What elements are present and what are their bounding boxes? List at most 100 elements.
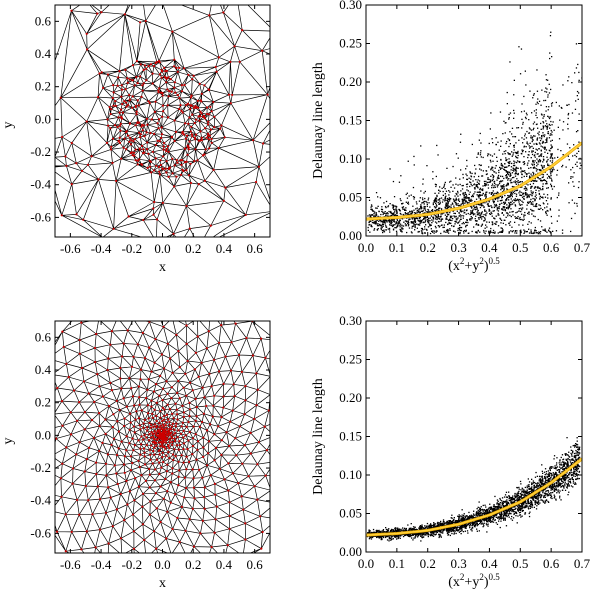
scatter-point — [548, 175, 550, 177]
x-tick: 0.2 — [185, 5, 201, 256]
data-point — [176, 436, 179, 439]
scatter-point — [560, 456, 562, 459]
scatter-point — [500, 222, 502, 224]
scatter-point — [480, 164, 482, 167]
scatter-point — [533, 172, 535, 174]
scatter-point — [502, 187, 504, 190]
scatter-point — [541, 146, 544, 148]
scatter-point — [504, 194, 506, 197]
scatter-point — [520, 194, 523, 197]
data-point — [155, 401, 158, 404]
scatter-point — [525, 231, 528, 233]
scatter-point — [541, 136, 543, 138]
scatter-point — [422, 199, 424, 201]
scatter-point — [399, 198, 401, 200]
scatter-point — [377, 205, 379, 207]
data-point — [214, 493, 217, 496]
scatter-point — [460, 203, 462, 205]
scatter-point — [442, 194, 444, 196]
scatter-point — [393, 213, 395, 215]
scatter-point — [510, 193, 512, 195]
scatter-point — [478, 164, 480, 166]
scatter-point — [501, 185, 503, 188]
scatter-point — [424, 220, 426, 222]
data-point — [112, 413, 115, 416]
scatter-point — [484, 217, 486, 219]
scatter-point — [460, 216, 462, 218]
scatter-point — [469, 523, 471, 526]
data-point — [122, 342, 125, 345]
scatter-point — [489, 181, 491, 183]
scatter-point — [529, 175, 531, 177]
scatter-point — [503, 150, 505, 153]
data-point — [158, 426, 161, 429]
data-point — [137, 104, 140, 107]
scatter-point — [528, 154, 530, 156]
scatter-point — [463, 209, 466, 211]
scatter-point — [417, 535, 419, 537]
data-point — [146, 404, 149, 407]
data-point — [159, 485, 162, 488]
scatter-point — [465, 173, 467, 175]
scatter-point — [404, 209, 406, 211]
scatter-point — [445, 207, 447, 210]
scatter-point — [529, 147, 531, 149]
scatter-point — [490, 211, 492, 213]
data-point — [213, 459, 216, 462]
data-point — [83, 428, 86, 431]
scatter-point — [545, 211, 547, 213]
scatter-point — [441, 218, 444, 220]
scatter-point — [505, 212, 508, 214]
scatter-point — [548, 116, 550, 118]
data-point — [218, 370, 221, 373]
data-point — [148, 467, 151, 471]
scatter-point — [547, 197, 549, 199]
scatter-point — [495, 165, 497, 167]
scatter-point — [407, 212, 409, 214]
data-point — [205, 136, 208, 139]
scatter-point — [547, 115, 549, 117]
data-point — [161, 456, 164, 459]
scatter-point — [441, 224, 443, 226]
scatter-point — [457, 190, 459, 193]
scatter-point — [567, 461, 569, 463]
scatter-point — [535, 230, 537, 232]
data-point — [106, 118, 109, 121]
scatter-point — [541, 196, 543, 198]
scatter-point — [486, 203, 489, 205]
scatter-point — [462, 221, 465, 224]
data-point — [244, 538, 247, 541]
scatter-point — [452, 210, 454, 212]
scatter-point — [401, 203, 403, 205]
scatter-point — [438, 198, 440, 201]
data-point — [125, 101, 128, 104]
scatter-point — [399, 223, 402, 225]
data-point — [163, 367, 166, 370]
scatter-point — [548, 149, 550, 151]
scatter-point — [535, 205, 537, 208]
scatter-point — [513, 162, 515, 165]
scatter-point — [516, 499, 518, 501]
scatter-point — [420, 204, 422, 206]
scatter-point — [521, 103, 523, 105]
data-point — [141, 163, 144, 166]
scatter-point — [435, 199, 437, 201]
data-point — [173, 164, 176, 167]
y-ticks: -0.6-0.4-0.20.00.20.40.6 — [30, 13, 270, 224]
data-point — [98, 528, 102, 531]
scatter-point — [517, 150, 519, 153]
data-point — [132, 449, 135, 452]
scatter-point — [550, 144, 552, 146]
data-point — [170, 90, 173, 93]
scatter-point — [544, 99, 547, 102]
data-point — [142, 68, 145, 72]
scatter-point — [489, 508, 492, 510]
scatter-point — [486, 519, 488, 521]
scatter-point — [432, 218, 434, 220]
scatter-point — [527, 223, 529, 225]
scatter-point — [430, 228, 432, 230]
scatter-point — [513, 170, 515, 172]
scatter-point — [576, 152, 578, 155]
scatter-point — [538, 100, 541, 102]
scatter-point — [536, 483, 538, 485]
